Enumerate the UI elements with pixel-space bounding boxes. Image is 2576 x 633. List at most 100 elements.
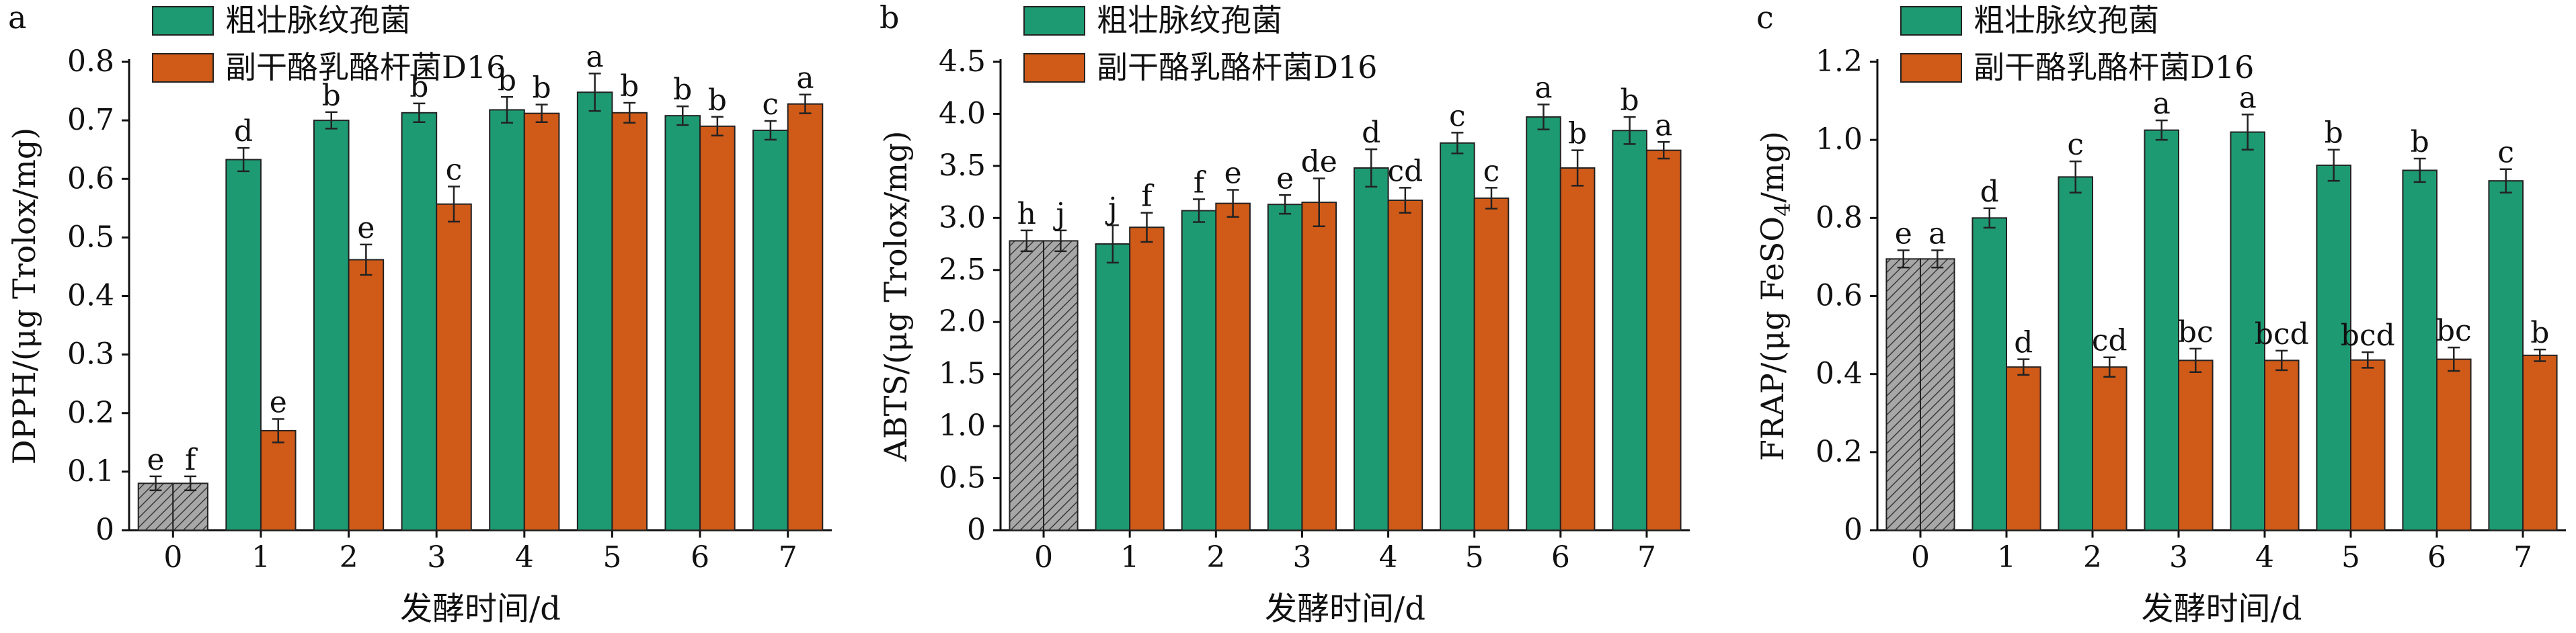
x-tick-label: 3: [1292, 540, 1311, 575]
y-axis-title-subscript: 4: [1770, 203, 1795, 216]
y-tick-label: 4.5: [939, 44, 986, 79]
significance-letter: d: [234, 114, 253, 149]
y-tick-label: 1.2: [1816, 44, 1863, 79]
y-tick-label: 0.6: [67, 161, 114, 196]
bar-series2: [1387, 200, 1423, 531]
bar-series1: [576, 91, 613, 531]
bar-series2: [2092, 366, 2128, 531]
significance-letter: c: [1449, 99, 1466, 133]
bar-series1: [1267, 204, 1303, 531]
bar-series1: [752, 129, 789, 531]
y-axis-title: FRAP/(μg FeSO4/mg): [1754, 131, 1795, 461]
x-tick-label: 6: [1551, 540, 1570, 575]
legend-swatch-series1: [1900, 6, 1962, 36]
bar-series2: [436, 203, 472, 531]
bar-series2: [523, 112, 560, 532]
bar-series2: [787, 103, 824, 532]
significance-letter: j: [1105, 192, 1118, 226]
significance-letter: j: [1053, 197, 1066, 231]
bar-series2: [2522, 354, 2558, 532]
significance-letter: d: [2014, 326, 2033, 360]
significance-letter: bc: [2436, 314, 2472, 348]
x-axis-title: 发酵时间/d: [1265, 590, 1426, 628]
significance-letter: b: [1568, 117, 1587, 151]
significance-letter: a: [796, 61, 814, 95]
bar-series1: [1972, 217, 2007, 531]
y-tick-label: 0.7: [67, 103, 114, 137]
significance-letter: e: [1224, 157, 1242, 191]
x-tick-label: 7: [779, 540, 797, 575]
y-tick-label: 2.0: [939, 304, 986, 339]
significance-letter: b: [2325, 116, 2343, 151]
bar-series1: [2488, 180, 2524, 531]
x-axis-title: 发酵时间/d: [2142, 590, 2302, 628]
significance-letter: d: [1980, 175, 1999, 209]
significance-letter: d: [1362, 116, 1380, 150]
significance-letter: e: [1276, 161, 1294, 196]
bar-series1: [1353, 167, 1389, 531]
y-tick-label: 0.3: [67, 337, 114, 372]
x-tick-label: 2: [2083, 540, 2102, 575]
significance-letter: f: [185, 443, 198, 477]
bar-series2: [1129, 226, 1165, 531]
bar-series1: [1526, 116, 1561, 531]
x-tick-label: 4: [2255, 540, 2274, 575]
x-tick-label: 0: [1911, 540, 1930, 575]
y-axis-title-end: /mg): [1754, 131, 1791, 203]
x-tick-label: 5: [1465, 540, 1484, 575]
y-tick-label: 0: [95, 513, 114, 547]
bar-series1: [2230, 131, 2265, 532]
significance-letter: cd: [2092, 324, 2128, 358]
significance-letter: a: [1655, 108, 1672, 142]
legend-swatch-series2: [1023, 53, 1085, 83]
significance-letter: b: [673, 73, 692, 107]
x-tick-label: 5: [602, 540, 621, 575]
bar-series2: [1645, 149, 1682, 531]
panel-letter: b: [880, 0, 899, 36]
significance-letter: a: [2239, 81, 2257, 115]
bar-series2: [2178, 360, 2214, 532]
y-tick-label: 0.6: [1816, 279, 1863, 313]
bar-series2: [1301, 202, 1337, 531]
panel-c-chart: 0 0.2 0.4 0.6 0.8 1.0 1.2 0 1 2 3 4 5 6 7 发酵时间/d FRAP/(μ…: [1754, 0, 2566, 628]
control-bar: [1885, 258, 1921, 531]
y-tick-label: 0.5: [67, 220, 114, 254]
significance-letter: a: [1928, 217, 1946, 251]
significance-letter: b: [620, 69, 639, 103]
significance-letter: e: [270, 385, 287, 419]
bar-series1: [313, 120, 350, 531]
x-axis-title: 发酵时间/d: [400, 590, 561, 628]
bar-series2: [348, 259, 385, 531]
x-tick-label: 6: [691, 540, 709, 575]
significance-letter: de: [1301, 144, 1337, 179]
y-tick-label: 0.4: [67, 279, 114, 313]
panel-b-chart: 0 0.5 1.0 1.5 2.0 2.5 3.0 3.5 4.0 4.5 0 1 2 3 4 5 6 7 发酵时间…: [877, 0, 1690, 628]
bar-series2: [1473, 197, 1510, 531]
legend-swatch-series1: [1023, 6, 1085, 36]
y-tick-label: 0: [1844, 513, 1863, 547]
y-tick-label: 4.0: [939, 96, 986, 130]
bar-series1: [1612, 130, 1647, 531]
significance-letter: b: [322, 79, 341, 113]
bar-series2: [2436, 358, 2472, 531]
y-tick-label: 0.5: [939, 461, 986, 495]
significance-letter: b: [2411, 125, 2429, 159]
bar-series1: [2058, 176, 2093, 531]
y-tick-label: 0.1: [67, 454, 114, 489]
significance-letter: c: [1483, 154, 1500, 188]
significance-letter: f: [1141, 179, 1154, 214]
x-tick-label: 4: [515, 540, 534, 575]
significance-letter: bcd: [2255, 317, 2309, 351]
y-axis-title-main: FRAP/(μg FeSO: [1754, 216, 1791, 461]
x-tick-label: 6: [2427, 540, 2446, 575]
significance-letter: a: [2153, 87, 2171, 121]
control-bar: [1920, 258, 1955, 531]
x-tick-label: 2: [1206, 540, 1225, 575]
x-tick-label: 1: [1997, 540, 2016, 575]
legend-label-series1: 粗壮脉纹孢菌: [1097, 2, 1282, 38]
significance-letter: e: [1895, 217, 1912, 251]
x-tick-label: 1: [1120, 540, 1139, 575]
bar-series1: [2144, 129, 2179, 532]
bar-series1: [1181, 210, 1217, 531]
